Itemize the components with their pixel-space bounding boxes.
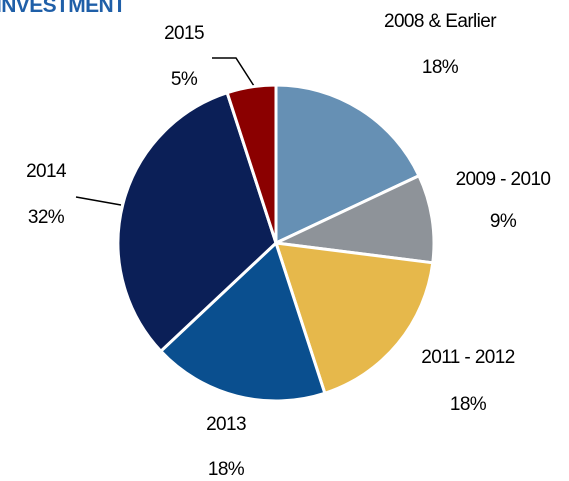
slice-value-label: 5%: [171, 69, 198, 90]
pie-slice: [274, 241, 435, 395]
pie-slice: [159, 241, 327, 403]
slice-value-label: 32%: [28, 207, 65, 228]
pie-slice: [274, 83, 421, 245]
pie-slice: [225, 83, 278, 245]
slice-value-label: 18%: [422, 57, 459, 78]
leader-line: [75, 196, 122, 206]
slice-label: 2009 - 2010: [456, 169, 551, 190]
slice-value-label: 18%: [450, 394, 487, 415]
leader-line: [212, 57, 255, 87]
slice-value-label: 18%: [208, 459, 245, 480]
slice-label: 2015: [164, 23, 204, 44]
pie-slice: [274, 174, 436, 265]
chart-title: INVESTMENT: [0, 0, 126, 17]
slice-label: 2013: [206, 414, 246, 435]
slice-label: 2014: [26, 161, 67, 182]
pie-slice: [116, 91, 278, 353]
slice-label: 2011 - 2012: [421, 347, 514, 368]
slice-label: 2008 & Earlier: [384, 11, 497, 32]
slice-value-label: 9%: [490, 211, 517, 232]
